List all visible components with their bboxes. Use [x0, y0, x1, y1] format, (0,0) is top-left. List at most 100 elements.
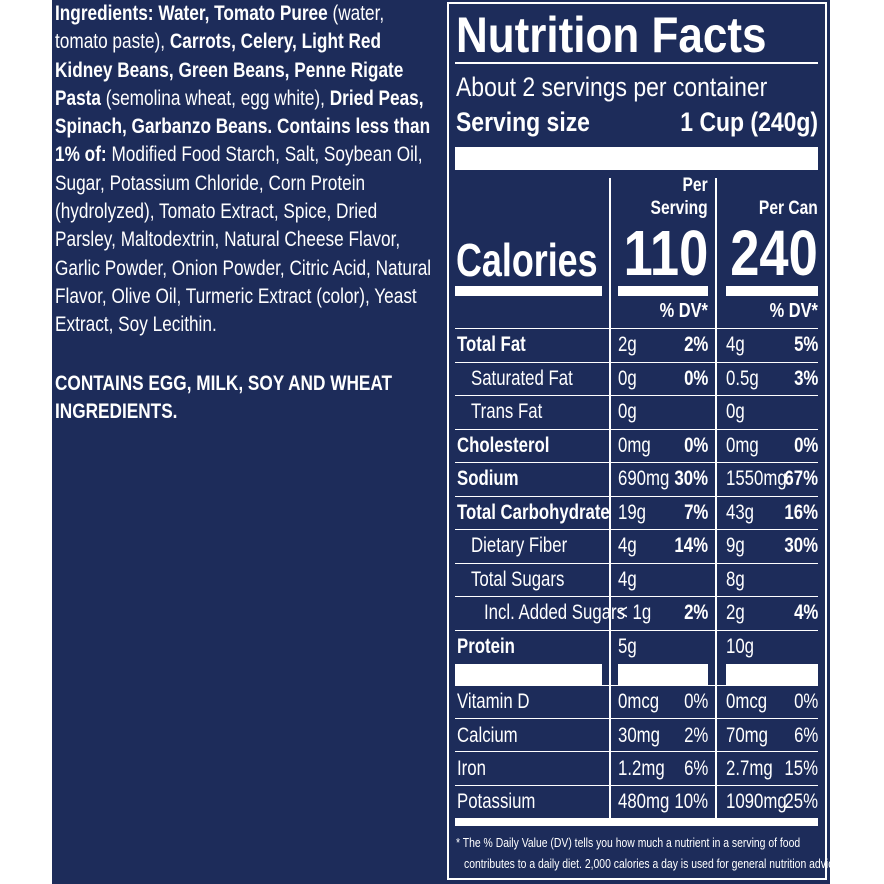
amount: 8g [726, 567, 745, 591]
thick-rule [618, 286, 708, 296]
daily-value: 10% [674, 790, 708, 814]
rule [455, 685, 818, 686]
nutrient-name: Sodium [457, 467, 519, 491]
thick-rule [726, 664, 818, 686]
daily-value: 7% [683, 500, 708, 524]
serving-size: 1 Cup (240g) [680, 107, 818, 138]
footnote: * The % Daily Value (DV) tells you how m… [456, 834, 801, 850]
amount: 690mg [618, 467, 670, 491]
ingredient-text: Modified Food Starch, Salt, Soybean Oil,… [55, 143, 432, 337]
daily-value: 5% [793, 333, 818, 357]
amount: 70mg [726, 723, 769, 747]
column-header: Serving [650, 197, 708, 219]
calories-value: 110 [623, 216, 708, 289]
amount: 19g [618, 500, 647, 524]
rule [455, 718, 818, 720]
amount: 2g [726, 601, 745, 625]
rule [455, 328, 818, 329]
dv-header: % DV* [769, 300, 818, 322]
thick-rule [726, 286, 818, 296]
amount: 0mcg [618, 690, 660, 714]
rule [455, 562, 818, 564]
ingredient-text: Dried Peas, Spinach, Garbanzo Beans. Con… [55, 86, 431, 167]
nutrient-name: Trans Fat [470, 400, 542, 424]
serving-size-label: Serving size [456, 107, 590, 138]
daily-value: 2% [683, 601, 708, 625]
rule [455, 62, 818, 64]
amount: 30mg [618, 723, 661, 747]
daily-value: 25% [784, 790, 818, 814]
amount: 10g [726, 634, 755, 658]
ingredients: Ingredients: Water, Tomato Puree (water,… [55, 0, 440, 340]
rule [455, 395, 818, 396]
daily-value: 14% [674, 534, 708, 558]
amount: 0g [618, 400, 637, 424]
dv-header: % DV* [659, 300, 708, 322]
rule [455, 751, 818, 753]
amount: 4g [726, 333, 745, 357]
daily-value: 0% [793, 690, 818, 714]
amount: 5g [618, 634, 637, 658]
amount: 2.7mg [726, 756, 773, 780]
calories-value: 240 [730, 216, 818, 289]
amount: 480mg [618, 790, 670, 814]
rule [455, 629, 818, 631]
amount: 0g [618, 366, 637, 390]
rule [455, 462, 818, 463]
rule [455, 784, 818, 786]
column-header: Per [682, 174, 708, 196]
amount: 1.2mg [618, 756, 665, 780]
rule [455, 428, 818, 430]
nutrient-name: Calcium [457, 723, 518, 747]
footnote: contributes to a daily diet. 2,000 calor… [464, 855, 843, 871]
column-header: Per Can [759, 197, 818, 219]
allergens: CONTAINS EGG, MILK, SOY AND WHEAT INGRED… [55, 372, 393, 423]
nutrient-name: Dietary Fiber [470, 534, 567, 558]
amount: 0.5g [726, 366, 759, 390]
servings: About 2 servings per container [456, 72, 768, 103]
label-title: Nutrition Facts [456, 6, 767, 63]
rule [455, 529, 818, 530]
column-divider [715, 178, 717, 818]
ingredient-text: (semolina wheat, egg white), [105, 86, 325, 110]
daily-value: 0% [793, 433, 818, 457]
nutrient-name: Total Carbohydrate [457, 500, 610, 524]
nutrient-name: Cholesterol [457, 433, 550, 457]
calories-label: Calories [456, 233, 598, 286]
nutrient-name: Total Fat [457, 333, 526, 357]
daily-value: 30% [674, 467, 708, 491]
amount: 4g [618, 534, 637, 558]
amount: 9g [726, 534, 745, 558]
column-divider [609, 178, 611, 818]
amount: 43g [726, 500, 755, 524]
nutrient-name: Potassium [457, 790, 536, 814]
daily-value: 4% [793, 601, 818, 625]
ingredient-text: Ingredients: Water, Tomato Puree [55, 2, 328, 25]
amount: 0mcg [726, 690, 768, 714]
nutrition-label [447, 2, 827, 880]
daily-value: 3% [793, 366, 818, 390]
thick-rule [455, 818, 818, 826]
daily-value: 0% [683, 690, 708, 714]
amount: 1090mg [726, 790, 787, 814]
nutrient-name: Vitamin D [457, 690, 530, 714]
rule [455, 596, 818, 597]
daily-value: 0% [683, 366, 708, 390]
amount: 2g [618, 333, 637, 357]
daily-value: 16% [784, 500, 818, 524]
nutrient-name: Incl. Added Sugars [484, 601, 626, 625]
daily-value: 30% [784, 534, 818, 558]
amount: 0g [726, 400, 745, 424]
rule [455, 495, 818, 497]
nutrient-name: Total Sugars [470, 567, 564, 591]
ingredient-text: Carrots, Celery, Light Red Kidney Beans,… [55, 30, 404, 110]
daily-value: 6% [793, 723, 818, 747]
thick-rule [455, 664, 602, 686]
amount: 0mg [618, 433, 651, 457]
amount: 4g [618, 567, 637, 591]
amount: 0mg [726, 433, 759, 457]
rule [455, 361, 818, 363]
nutrient-name: Protein [457, 634, 515, 658]
daily-value: 2% [683, 333, 708, 357]
